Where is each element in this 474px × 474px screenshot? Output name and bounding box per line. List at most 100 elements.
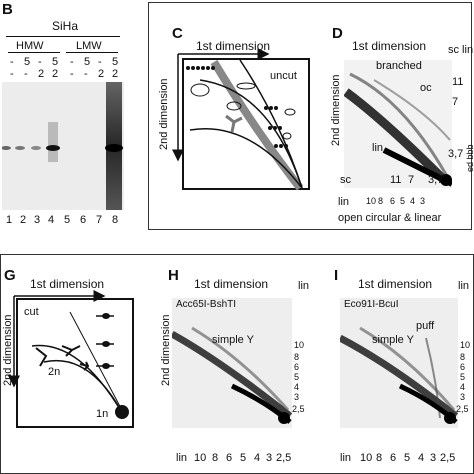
i-bottom-marker: 5 xyxy=(404,452,411,464)
h-bottom-marker: 2,5 xyxy=(276,452,292,464)
lane-number: 5 xyxy=(64,214,71,226)
dose-value: - xyxy=(98,56,102,68)
g-label-2n: 2n xyxy=(48,366,61,378)
panel-h-axis-y: 2nd dimension xyxy=(160,314,172,386)
panel-c-letter: C xyxy=(172,25,183,42)
dose-value: 5 xyxy=(52,56,59,68)
i-right-marker: 4 xyxy=(460,382,466,392)
panel-b-letter: B xyxy=(2,1,13,18)
h-enzymes: Acc65I-BshTI xyxy=(176,299,237,310)
i-right-marker: 6 xyxy=(460,362,466,372)
panel-g-axis-x: 1st dimension xyxy=(30,277,105,291)
dose-value: - xyxy=(10,68,14,80)
dose-value: - xyxy=(70,68,74,80)
dose-value: 2 xyxy=(112,68,119,80)
d-row1-11: 11 xyxy=(390,174,402,186)
gel-image-b xyxy=(2,82,124,210)
d-marker: 6 xyxy=(390,196,396,206)
d-right-marker-11: 11 xyxy=(452,76,464,88)
cell-line-label: SiHa xyxy=(52,19,79,33)
lane-3-band xyxy=(31,146,41,150)
lane-number: 7 xyxy=(96,214,103,226)
h-right-marker: 5 xyxy=(294,372,300,382)
h-lin-label: lin xyxy=(176,452,188,464)
lane-number: 8 xyxy=(112,214,119,226)
h-bottom-marker: 5 xyxy=(240,452,247,464)
h-right-marker: 4 xyxy=(294,382,300,392)
dose-value: 2 xyxy=(38,68,45,80)
dose-value: 5 xyxy=(112,56,119,68)
panel-g-axis-y: 2nd dimension xyxy=(2,314,14,386)
dose-value: - xyxy=(70,56,74,68)
gel-image-d xyxy=(344,60,452,188)
d-row1-7: 7 xyxy=(408,174,415,186)
panel-h-axis-x: 1st dimension xyxy=(194,277,269,291)
dose-value: 5 xyxy=(84,56,91,68)
lane-number: 1 xyxy=(6,214,13,226)
panel-i-axis-x: 1st dimension xyxy=(358,277,433,291)
i-label-simple-y: simple Y xyxy=(372,334,414,346)
d-lin-label: lin xyxy=(338,196,350,208)
d-row1-37: 3,7 xyxy=(428,174,444,186)
panel-h-letter: H xyxy=(168,267,179,284)
h-gel-arcs xyxy=(172,326,292,424)
group-bracket xyxy=(6,36,120,37)
lane-2-band xyxy=(15,146,25,150)
d-marker: 3 xyxy=(420,196,426,206)
i-bottom-marker: 6 xyxy=(390,452,397,464)
d-label-branched: branched xyxy=(376,60,422,72)
d-marker: 8 xyxy=(378,196,384,206)
i-right-marker: 8 xyxy=(460,352,466,362)
hmw-underline xyxy=(8,52,60,53)
h-right-marker: 3 xyxy=(294,392,300,402)
lane-number: 4 xyxy=(48,214,55,226)
h-bottom-marker: 8 xyxy=(212,452,219,464)
d-sc-label: sc xyxy=(340,174,351,186)
panel-i-letter: I xyxy=(334,267,339,284)
panel-d-letter: D xyxy=(332,25,343,42)
dose-value: 5 xyxy=(24,56,31,68)
panel-c-state: uncut xyxy=(270,70,297,82)
panel-cd-frame xyxy=(148,2,472,230)
i-enzymes: Eco91I-BcuI xyxy=(344,299,399,310)
d-right-vertical: ed bbb xyxy=(465,144,474,172)
gel-lanes xyxy=(2,82,123,210)
lane-number: 6 xyxy=(80,214,87,226)
lmw-underline xyxy=(66,52,118,53)
d-label-lin: lin xyxy=(372,142,384,154)
group-hmw: HMW xyxy=(16,40,44,52)
d-marker: 4 xyxy=(410,196,416,206)
panel-d-axis-y: 2nd dimension xyxy=(330,74,342,146)
h-bottom-marker: 6 xyxy=(226,452,233,464)
h-bottom-marker: 4 xyxy=(254,452,261,464)
panel-i-corner: lin xyxy=(458,280,470,292)
lane-1-band xyxy=(2,146,11,150)
i-gel-arcs xyxy=(340,326,458,424)
dose-value: 2 xyxy=(52,68,59,80)
i-right-marker: 2,5 xyxy=(456,404,469,414)
h-right-marker: 2,5 xyxy=(292,404,305,414)
panel-g-letter: G xyxy=(4,267,16,284)
i-bottom-marker: 2,5 xyxy=(440,452,456,464)
dose-value: - xyxy=(10,56,14,68)
lane-number: 3 xyxy=(34,214,41,226)
d-marker: 5 xyxy=(400,196,406,206)
d-right-marker-7: 7 xyxy=(452,96,459,108)
gel-image-h xyxy=(172,298,292,428)
lane-number: 2 xyxy=(20,214,27,226)
g-label-1n: 1n xyxy=(96,408,109,420)
group-lmw: LMW xyxy=(76,40,102,52)
h-right-marker: 10 xyxy=(294,340,305,350)
d-right-marker-37: 3,7 xyxy=(448,148,464,160)
dose-value: - xyxy=(84,68,88,80)
dose-value: - xyxy=(38,56,42,68)
d-label-oc: oc xyxy=(420,82,432,94)
i-bottom-marker: 3 xyxy=(430,452,437,464)
panel-h-corner: lin xyxy=(298,280,310,292)
h-bottom-marker: 10 xyxy=(194,452,207,464)
panel-d-right-header: sc lin xyxy=(448,44,474,56)
d-marker: 10 xyxy=(366,196,377,206)
dose-value: - xyxy=(24,68,28,80)
gel-image-i xyxy=(340,298,458,428)
h-right-marker: 8 xyxy=(294,352,300,362)
